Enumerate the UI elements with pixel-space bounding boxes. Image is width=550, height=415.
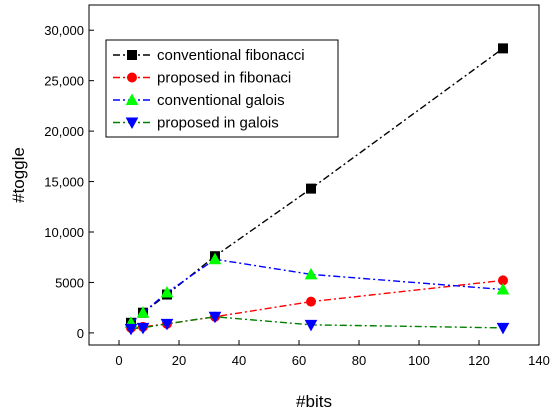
- legend-label: conventional galois: [157, 92, 285, 109]
- data-point: [208, 311, 222, 324]
- y-tick-label: 0: [77, 326, 84, 341]
- legend-label: proposed in galois: [157, 115, 279, 132]
- legend-marker: [127, 72, 137, 83]
- data-point: [498, 43, 508, 54]
- series-proposed-in-fibonaci: [126, 275, 508, 333]
- x-tick-label: 140: [528, 353, 550, 368]
- x-tick-label: 20: [172, 353, 186, 368]
- series-line: [130, 316, 504, 330]
- series-layer: [124, 43, 510, 336]
- y-axis-ticks: 0 5000 10,000 15,000 20,000 25,000 30,000: [44, 23, 94, 341]
- data-point: [208, 252, 222, 265]
- x-axis-ticks: 0 20 40 60 80 100 120 140: [115, 340, 550, 368]
- legend-label: conventional fibonacci: [157, 47, 305, 64]
- data-point: [306, 296, 316, 307]
- y-tick-label: 5000: [55, 275, 84, 290]
- y-tick-label: 30,000: [44, 23, 84, 38]
- x-axis-title: #bits: [296, 392, 332, 411]
- legend-item: proposed in fibonaci: [113, 70, 291, 87]
- data-point: [136, 306, 150, 318]
- data-point: [496, 322, 510, 335]
- legend-item: proposed in galois: [113, 115, 279, 132]
- y-tick-label: 25,000: [44, 74, 84, 89]
- x-tick-label: 40: [232, 353, 246, 368]
- series-conventional-galois: [124, 252, 510, 328]
- x-tick-label: 80: [352, 353, 366, 368]
- legend-item: conventional fibonacci: [113, 47, 305, 64]
- x-tick-label: 0: [115, 353, 122, 368]
- data-point: [124, 323, 138, 336]
- y-axis-title: #toggle: [9, 147, 28, 203]
- x-tick-label: 60: [292, 353, 306, 368]
- y-tick-label: 10,000: [44, 225, 84, 240]
- data-point: [306, 183, 316, 194]
- series-proposed-in-galois: [124, 311, 510, 336]
- x-tick-label: 120: [468, 353, 490, 368]
- data-point: [304, 319, 318, 332]
- data-point: [304, 267, 318, 280]
- data-point: [160, 285, 174, 298]
- data-point: [496, 282, 510, 295]
- legend-box: [105, 39, 339, 138]
- legend-item: conventional galois: [113, 92, 285, 109]
- legend-marker: [127, 50, 137, 60]
- legend-label: proposed in fibonaci: [157, 70, 291, 87]
- y-tick-label: 15,000: [44, 175, 84, 190]
- series-line: [130, 258, 504, 324]
- legend-marker: [125, 93, 139, 105]
- plot-frame: [88, 4, 540, 346]
- y-tick-label: 20,000: [44, 124, 84, 139]
- x-tick-label: 100: [408, 353, 430, 368]
- data-point: [160, 318, 174, 331]
- legend-marker: [125, 117, 139, 130]
- legend: conventional fibonacci proposed in fibona…: [105, 39, 339, 138]
- data-point: [136, 322, 150, 335]
